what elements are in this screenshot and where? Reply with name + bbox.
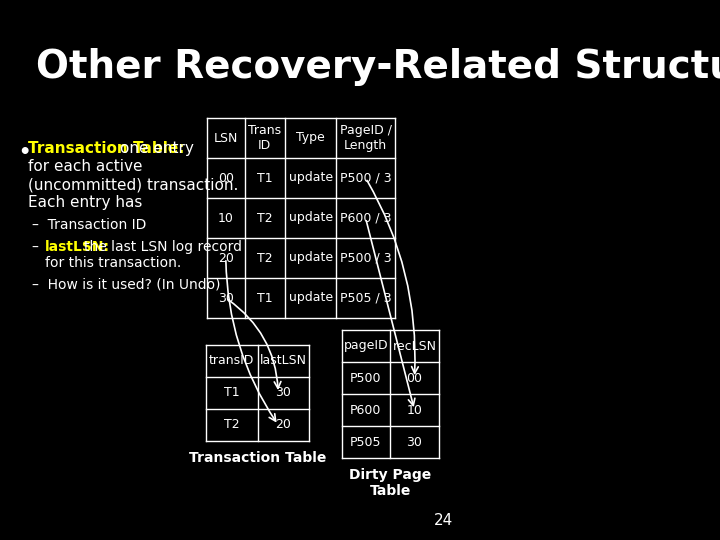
Text: P500 / 3: P500 / 3 bbox=[340, 252, 392, 265]
Text: lastLSN:: lastLSN: bbox=[45, 240, 110, 254]
Text: P500 / 3: P500 / 3 bbox=[340, 172, 392, 185]
Text: Dirty Page
Table: Dirty Page Table bbox=[349, 468, 431, 498]
Text: update: update bbox=[289, 212, 333, 225]
Text: 30: 30 bbox=[218, 292, 234, 305]
Text: 00: 00 bbox=[406, 372, 423, 384]
Text: for each active: for each active bbox=[29, 159, 143, 174]
Text: update: update bbox=[289, 292, 333, 305]
Text: 24: 24 bbox=[433, 513, 453, 528]
Text: PageID /
Length: PageID / Length bbox=[340, 124, 392, 152]
Text: Other Recovery-Related Structures: Other Recovery-Related Structures bbox=[35, 48, 720, 86]
Text: T1: T1 bbox=[257, 292, 272, 305]
Text: lastLSN: lastLSN bbox=[260, 354, 307, 368]
Text: transID: transID bbox=[209, 354, 254, 368]
Text: for this transaction.: for this transaction. bbox=[45, 256, 181, 270]
Text: update: update bbox=[289, 252, 333, 265]
Text: –  Transaction ID: – Transaction ID bbox=[32, 218, 147, 232]
Text: T2: T2 bbox=[257, 212, 272, 225]
Text: –: – bbox=[32, 240, 48, 254]
Text: P500: P500 bbox=[350, 372, 382, 384]
Text: T1: T1 bbox=[224, 387, 240, 400]
Text: 20: 20 bbox=[276, 418, 292, 431]
Text: P505: P505 bbox=[350, 435, 382, 449]
Text: 00: 00 bbox=[218, 172, 234, 185]
Text: 30: 30 bbox=[276, 387, 292, 400]
Text: LSN: LSN bbox=[214, 132, 238, 145]
Text: pageID: pageID bbox=[343, 340, 388, 353]
Text: Transaction Table: Transaction Table bbox=[189, 451, 326, 465]
Text: T1: T1 bbox=[257, 172, 272, 185]
Text: Trans
ID: Trans ID bbox=[248, 124, 282, 152]
Text: •: • bbox=[18, 143, 30, 162]
Text: P505 / 3: P505 / 3 bbox=[340, 292, 392, 305]
Text: T2: T2 bbox=[224, 418, 240, 431]
Text: Type: Type bbox=[296, 132, 325, 145]
Text: P600 / 3: P600 / 3 bbox=[340, 212, 392, 225]
Text: –  How is it used? (In Undo): – How is it used? (In Undo) bbox=[32, 278, 221, 292]
Text: P600: P600 bbox=[350, 403, 382, 416]
Text: 10: 10 bbox=[218, 212, 234, 225]
Text: 10: 10 bbox=[407, 403, 423, 416]
Text: the last LSN log record: the last LSN log record bbox=[84, 240, 242, 254]
Text: (uncommitted) transaction.: (uncommitted) transaction. bbox=[29, 177, 239, 192]
Text: Each entry has: Each entry has bbox=[29, 195, 143, 210]
Text: Transaction Table:: Transaction Table: bbox=[29, 141, 185, 156]
Text: recLSN: recLSN bbox=[392, 340, 436, 353]
Text: T2: T2 bbox=[257, 252, 272, 265]
Text: 30: 30 bbox=[407, 435, 423, 449]
Text: update: update bbox=[289, 172, 333, 185]
Text: one entry: one entry bbox=[120, 141, 194, 156]
Text: 20: 20 bbox=[218, 252, 234, 265]
